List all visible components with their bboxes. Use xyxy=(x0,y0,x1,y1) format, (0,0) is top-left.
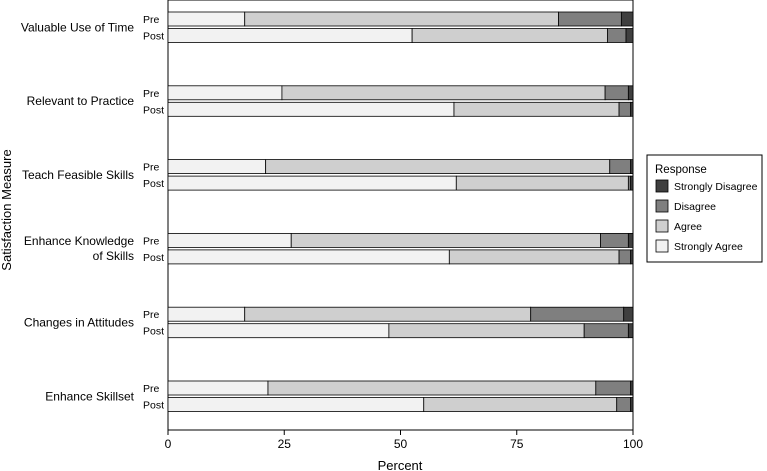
bar-segment xyxy=(167,28,413,43)
bar-segment xyxy=(167,380,269,396)
bar-segment xyxy=(620,11,634,27)
bar-label: Post xyxy=(143,31,164,43)
y-axis-title: Satisfaction Measure xyxy=(0,149,14,270)
bar-label: Post xyxy=(143,400,164,412)
bar-label: Post xyxy=(143,326,164,338)
bar-segment xyxy=(630,397,634,412)
legend-item: Strongly Agree xyxy=(655,239,743,253)
legend-label: Disagree xyxy=(674,201,716,213)
bar-segment xyxy=(609,159,632,175)
legend-item: Disagree xyxy=(655,199,716,213)
x-tick-label: 50 xyxy=(394,437,408,451)
bar-segment xyxy=(167,232,292,248)
bar-segment xyxy=(411,28,608,43)
bar-segment xyxy=(423,397,618,412)
bar-segment xyxy=(630,249,634,265)
category-label: of Skills xyxy=(93,249,134,263)
legend-label: Strongly Agree xyxy=(674,241,743,253)
bar-segment xyxy=(244,11,560,27)
bar-label: Pre xyxy=(143,309,160,321)
bar-group: Pre Post xyxy=(143,306,634,339)
legend-swatch xyxy=(655,219,669,233)
bar-group: Pre Post xyxy=(143,232,634,265)
bar-segment xyxy=(167,397,425,412)
plot-frame xyxy=(167,0,634,431)
bar-segment xyxy=(244,306,532,322)
bar-segment xyxy=(167,101,455,117)
bar-segment xyxy=(604,85,629,101)
legend-item: Strongly Disagree xyxy=(655,179,758,193)
bar-segment xyxy=(281,85,606,101)
bar-segment xyxy=(167,11,246,27)
legend: Response Strongly Disagree Disagree Agree St… xyxy=(646,154,763,263)
bar-label: Pre xyxy=(143,235,160,247)
bar-label: Pre xyxy=(143,383,160,395)
category-labels: Valuable Use of Time Relevant to Practice… xyxy=(21,20,135,403)
bar-segment xyxy=(453,101,620,117)
bar-label: Post xyxy=(143,104,164,116)
bar-segment xyxy=(630,101,634,117)
bar-segment xyxy=(583,323,629,339)
legend-title: Response xyxy=(655,164,707,176)
plot-area xyxy=(167,0,634,431)
bar-segment xyxy=(167,306,246,322)
bar-segment xyxy=(600,232,629,248)
legend-item: Agree xyxy=(655,219,702,233)
bar-segment xyxy=(627,85,634,101)
bar-segment xyxy=(627,323,634,339)
bar-segment xyxy=(618,101,632,117)
category-label: Valuable Use of Time xyxy=(21,20,134,34)
bar-segment xyxy=(616,397,632,412)
bar-segment xyxy=(618,249,632,265)
bars-layer: Pre Post Pre Post Pre Post Pre Post Pre Post Pre Po… xyxy=(143,11,634,412)
x-tick-label: 25 xyxy=(278,437,292,451)
bar-segment xyxy=(455,175,629,191)
bar-group: Pre Post xyxy=(143,159,634,191)
category-label: Changes in Attitudes xyxy=(24,315,134,329)
legend-label: Agree xyxy=(674,221,702,233)
bar-segment xyxy=(607,28,627,43)
x-tick-label: 0 xyxy=(165,437,172,451)
legend-swatch xyxy=(655,179,669,193)
x-axis-title: Percent xyxy=(378,458,423,471)
bar-segment xyxy=(167,323,390,339)
bar-segment xyxy=(630,159,634,175)
legend-label: Strongly Disagree xyxy=(674,181,758,193)
bar-segment xyxy=(388,323,585,339)
bar-group: Pre Post xyxy=(143,85,634,117)
x-tick-label: 75 xyxy=(510,437,524,451)
bar-group: Pre Post xyxy=(143,380,634,412)
legend-swatch xyxy=(655,199,669,213)
bar-segment xyxy=(630,380,634,396)
bar-group: Pre Post xyxy=(143,11,634,43)
bar-segment xyxy=(167,249,450,265)
legend-swatch xyxy=(655,239,669,253)
bar-segment xyxy=(558,11,622,27)
bar-segment xyxy=(595,380,632,396)
bar-segment xyxy=(627,232,634,248)
bar-label: Pre xyxy=(143,88,160,100)
bar-segment xyxy=(630,175,634,191)
bar-segment xyxy=(167,159,267,175)
bar-segment xyxy=(625,28,634,43)
bar-segment xyxy=(290,232,601,248)
bar-segment xyxy=(167,85,283,101)
x-tick-label: 100 xyxy=(623,437,643,451)
bar-label: Pre xyxy=(143,162,160,174)
bar-label: Post xyxy=(143,252,164,264)
category-label: Relevant to Practice xyxy=(27,94,135,108)
category-label: Enhance Skillset xyxy=(45,389,134,403)
bar-segment xyxy=(267,380,597,396)
category-label: Enhance Knowledge xyxy=(24,234,134,248)
category-label: Teach Feasible Skills xyxy=(22,168,134,182)
x-axis: 0 25 50 75 100 xyxy=(165,430,643,451)
bar-segment xyxy=(167,175,457,191)
bar-segment xyxy=(265,159,611,175)
bar-label: Pre xyxy=(143,14,160,26)
bar-segment xyxy=(623,306,634,322)
bar-segment xyxy=(448,249,620,265)
bar-label: Post xyxy=(143,178,164,190)
bar-segment xyxy=(530,306,625,322)
